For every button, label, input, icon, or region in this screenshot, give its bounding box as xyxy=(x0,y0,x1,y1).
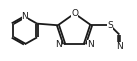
Text: N: N xyxy=(55,40,62,49)
Text: S: S xyxy=(107,21,113,30)
Text: N: N xyxy=(22,12,28,21)
Text: N: N xyxy=(87,40,94,49)
Text: N: N xyxy=(116,42,123,51)
Text: O: O xyxy=(71,9,78,18)
